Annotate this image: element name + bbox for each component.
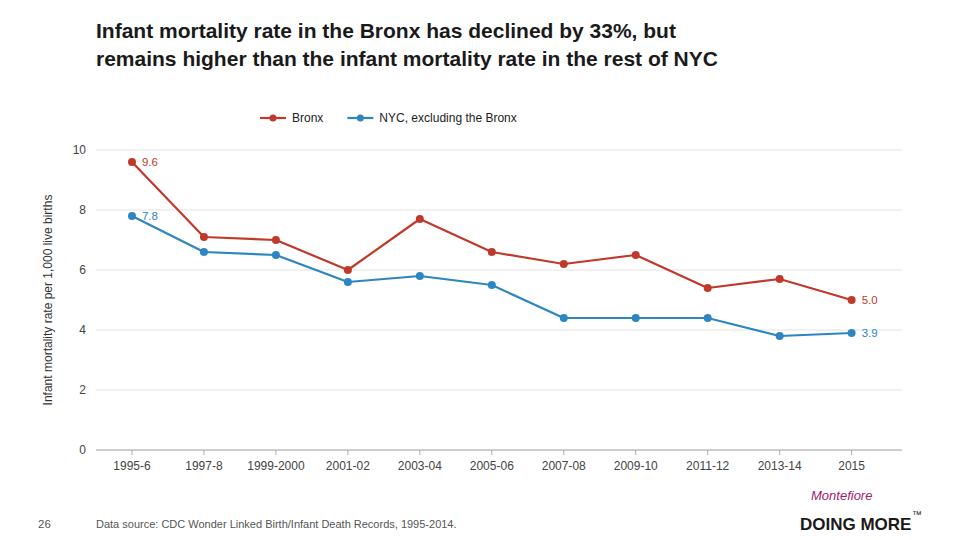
title: Infant mortality rate in the Bronx has d… — [96, 19, 676, 42]
point — [128, 158, 136, 166]
grid-line — [96, 450, 902, 451]
x-tick-label: 2001-02 — [326, 459, 370, 473]
point — [848, 296, 856, 304]
point — [344, 266, 352, 274]
legend-label: NYC, excluding the Bronx — [379, 111, 516, 125]
series — [128, 158, 856, 304]
x-tick — [635, 450, 636, 455]
logo-text: DOING MORE — [800, 515, 911, 534]
line — [132, 162, 852, 300]
legend-marker — [357, 115, 364, 122]
x-tick — [347, 450, 348, 455]
grid-line — [96, 210, 902, 211]
page-number: 26 — [38, 518, 51, 530]
y-tick-label: 4 — [79, 323, 86, 337]
y-tick-label: 8 — [79, 203, 86, 217]
annotation: 5.0 — [862, 294, 878, 306]
y-tick-label: 2 — [79, 383, 86, 397]
point — [704, 314, 712, 322]
x-tick — [131, 450, 132, 455]
legend-label: Bronx — [292, 111, 323, 125]
point — [344, 278, 352, 286]
y-axis-label: Infant mortality rate per 1,000 live bir… — [41, 195, 55, 406]
annotation: 7.8 — [142, 210, 158, 222]
legend: Bronx NYC, excluding the Bronx — [260, 111, 517, 125]
grid-line — [96, 270, 902, 271]
legend-marker — [270, 115, 277, 122]
point — [632, 251, 640, 259]
point — [200, 248, 208, 256]
y-tick-label: 0 — [79, 443, 86, 457]
point — [416, 272, 424, 280]
point — [128, 212, 136, 220]
series — [128, 212, 856, 340]
point — [200, 233, 208, 241]
point — [488, 281, 496, 289]
x-tick — [419, 450, 420, 455]
title: remains higher than the infant mortality… — [96, 47, 718, 70]
x-tick-label: 1997-8 — [185, 459, 223, 473]
point — [488, 248, 496, 256]
annotation: 3.9 — [862, 327, 878, 339]
grid-line — [96, 330, 902, 331]
x-tick-label: 2013-14 — [758, 459, 802, 473]
point — [704, 284, 712, 292]
logo-text: Montefiore — [811, 488, 872, 503]
annotation: 9.6 — [142, 156, 158, 168]
x-tick-label: 2003-04 — [398, 459, 442, 473]
x-tick-label: 2011-12 — [686, 459, 729, 473]
point — [776, 275, 784, 283]
x-tick — [707, 450, 708, 455]
chart: Infant mortality rate in the Bronx has d… — [0, 0, 960, 540]
x-tick-label: 2005-06 — [470, 459, 514, 473]
grid-line — [96, 150, 902, 151]
line — [132, 216, 852, 336]
x-tick-label: 1995-6 — [113, 459, 151, 473]
logo-text: ™ — [912, 509, 922, 520]
x-tick — [563, 450, 564, 455]
plot-area — [128, 158, 856, 340]
point — [560, 260, 568, 268]
grid-line — [96, 390, 902, 391]
x-tick — [491, 450, 492, 455]
logo: Montefiore DOING MORE™ — [800, 488, 922, 534]
point — [848, 329, 856, 337]
point — [560, 314, 568, 322]
x-tick-label: 1999-2000 — [247, 459, 305, 473]
x-tick-label: 2007-08 — [542, 459, 586, 473]
x-tick-label: 2015 — [838, 459, 865, 473]
x-tick — [275, 450, 276, 455]
x-tick — [779, 450, 780, 455]
x-tick-label: 2009-10 — [614, 459, 658, 473]
source: Data source: CDC Wonder Linked Birth/Inf… — [96, 518, 457, 530]
grid — [96, 150, 902, 450]
point — [272, 251, 280, 259]
x-tick — [203, 450, 204, 455]
point — [776, 332, 784, 340]
x-axis — [96, 450, 902, 451]
background — [0, 0, 960, 540]
point — [272, 236, 280, 244]
point — [416, 215, 424, 223]
x-tick — [851, 450, 852, 455]
y-tick-label: 6 — [79, 263, 86, 277]
point — [632, 314, 640, 322]
y-tick-label: 10 — [73, 143, 87, 157]
